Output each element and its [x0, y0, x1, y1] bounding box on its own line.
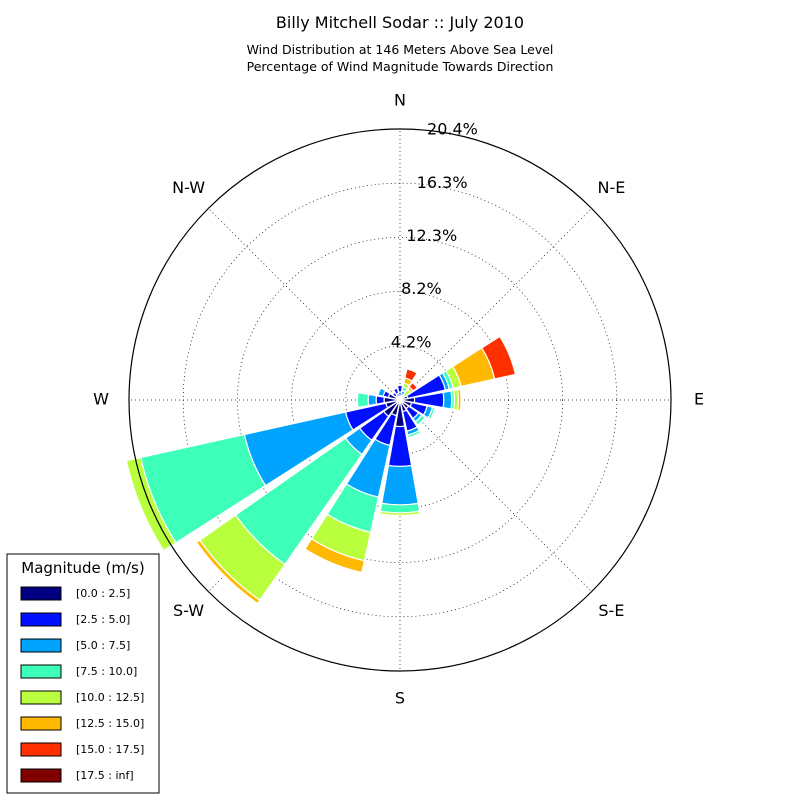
grid-spoke-3: [399, 399, 592, 592]
bar-sector-11-bin-4: [125, 456, 177, 552]
direction-label-w: W: [93, 390, 109, 409]
legend-label-3: [7.5 : 10.0]: [76, 665, 137, 678]
legend-label-7: [17.5 : inf]: [76, 769, 134, 782]
direction-labels: N N-E E S-E S S-W W N-W: [93, 91, 704, 708]
legend-label-0: [0.0 : 2.5]: [76, 587, 130, 600]
windrose-bars: [125, 335, 517, 605]
legend-label-1: [2.5 : 5.0]: [76, 613, 130, 626]
bar-sector-4-bin-2: [442, 390, 453, 410]
bar-sector-15-bin-1: [392, 387, 400, 396]
polar-frame: [128, 128, 672, 672]
radial-tick-label-2: 12.3%: [406, 226, 457, 245]
bar-sector-2-bin-6: [408, 381, 419, 392]
direction-label-s: S: [395, 689, 405, 708]
legend-swatch-6: [20, 742, 62, 757]
direction-label-s-e: S-E: [598, 601, 624, 620]
bar-sector-5-bin-4: [429, 407, 438, 421]
legend-swatch-7: [20, 768, 62, 783]
legend-items: [0.0 : 2.5] [2.5 : 5.0] [5.0 : 7.5] [7.5 : …: [20, 586, 144, 783]
direction-label-n-w: N-W: [172, 178, 205, 197]
chart-title: Billy Mitchell Sodar :: July 2010: [276, 13, 524, 32]
direction-label-n: N: [394, 91, 406, 110]
radial-tick-label-1: 8.2%: [401, 279, 442, 298]
bar-sector-8-bin-4: [379, 510, 421, 517]
bar-sector-1-bin-6: [404, 368, 418, 382]
legend-swatch-0: [20, 586, 62, 601]
bar-sector-12-bin-3: [356, 391, 370, 409]
bar-sector-4-bin-5: [456, 388, 462, 412]
radial-tick-label-3: 16.3%: [417, 173, 468, 192]
legend-label-2: [5.0 : 7.5]: [76, 639, 130, 652]
legend-swatch-5: [20, 716, 62, 731]
chart-subtitle-line-1: Wind Distribution at 146 Meters Above Se…: [247, 42, 554, 57]
direction-label-s-w: S-W: [173, 601, 204, 620]
bar-sector-8-bin-2: [381, 464, 419, 506]
legend-swatch-2: [20, 638, 62, 653]
bar-sector-9-bin-5: [304, 538, 366, 574]
grid-spoke-7: [208, 208, 401, 401]
radial-tick-label-4: 20.4%: [427, 120, 478, 139]
legend: Magnitude (m/s) [0.0 : 2.5] [2.5 : 5.0] [5…: [6, 553, 160, 794]
direction-label-n-e: N-E: [597, 178, 625, 197]
bar-sector-7-bin-3: [407, 429, 422, 439]
legend-label-4: [10.0 : 12.5]: [76, 691, 144, 704]
legend-swatch-4: [20, 690, 62, 705]
legend-title: Magnitude (m/s): [21, 559, 144, 577]
bar-sector-13-bin-2: [377, 387, 387, 397]
direction-label-e: E: [694, 390, 704, 409]
radial-tick-labels: 4.2% 8.2% 12.3% 16.3% 20.4%: [391, 120, 478, 352]
legend-label-5: [12.5 : 15.0]: [76, 717, 144, 730]
bar-sector-6-bin-3: [414, 414, 426, 426]
grid-circle-2: [237, 237, 563, 563]
legend-swatch-1: [20, 612, 62, 627]
bar-sector-12-bin-1: [375, 395, 385, 405]
legend-label-6: [15.0 : 17.5]: [76, 743, 144, 756]
bar-sector-12-bin-2: [367, 393, 378, 407]
bar-sector-10-bin-5: [195, 539, 261, 605]
bar-sector-3-bin-6: [480, 335, 517, 380]
bar-sector-0-bin-1: [396, 384, 404, 393]
radial-tick-label-0: 4.2%: [391, 332, 432, 351]
legend-swatch-3: [20, 664, 62, 679]
chart-subtitle-line-2: Percentage of Wind Magnitude Towards Dir…: [247, 59, 554, 74]
